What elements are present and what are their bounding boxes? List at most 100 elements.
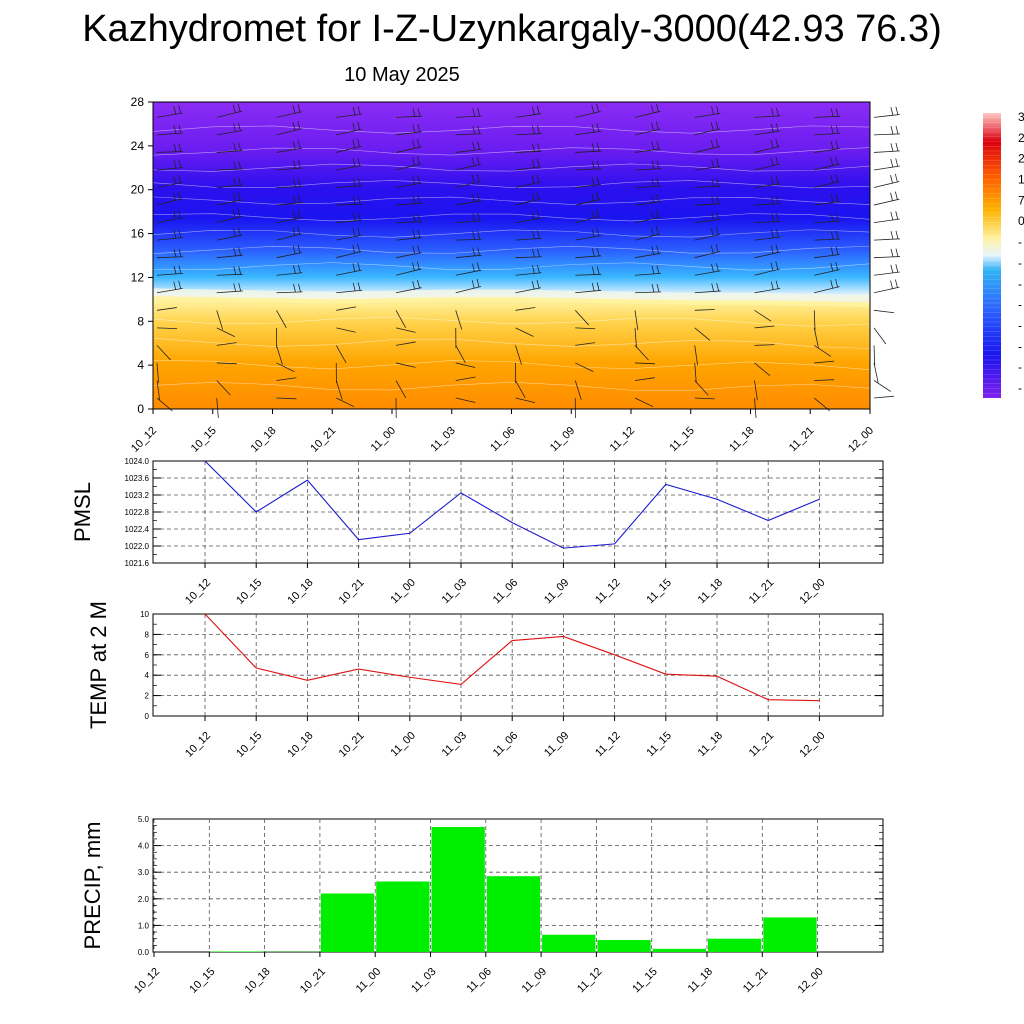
wind-barb — [455, 192, 482, 206]
freezing-band — [153, 288, 870, 303]
x-tick-label: 11_06 — [491, 577, 521, 607]
y-tick-label: 1022.4 — [125, 525, 150, 534]
wind-barb — [754, 344, 775, 346]
wind-barb — [335, 345, 347, 364]
wind-barb — [455, 231, 482, 241]
wind-barb — [694, 226, 721, 241]
wind-barb — [634, 178, 661, 188]
wind-barb — [276, 104, 302, 118]
x-tick-label: 10_15 — [234, 577, 264, 607]
wind-barb — [634, 160, 661, 171]
wind-barb — [813, 327, 819, 348]
wind-barb — [694, 105, 721, 118]
wind-barb — [455, 397, 476, 403]
wind-barb — [694, 178, 721, 188]
x-tick-label: 12_00 — [796, 966, 826, 996]
wind-barb — [156, 125, 183, 136]
isotherm-line — [152, 196, 871, 205]
wind-barb — [694, 327, 711, 341]
x-tick-label: 10_15 — [189, 425, 219, 455]
wind-barb — [694, 121, 721, 136]
wind-barb — [455, 141, 482, 153]
y-tick-label: 8 — [137, 314, 144, 328]
wind-barb — [754, 123, 781, 136]
x-tick-label: 11_06 — [464, 966, 494, 996]
wind-barb — [575, 208, 601, 223]
wind-barb — [694, 282, 721, 294]
bar — [597, 940, 651, 952]
wind-barb — [455, 108, 482, 118]
wind-barb — [575, 362, 594, 372]
x-tick-label: 11_03 — [409, 966, 439, 996]
wind-barb — [873, 279, 900, 294]
x-tick-label: 11_03 — [440, 730, 470, 760]
x-tick-label: 11_15 — [630, 966, 660, 996]
wind-barb — [634, 362, 655, 365]
wind-barb — [515, 143, 542, 153]
wind-barb — [395, 341, 416, 346]
isotherm-line — [152, 337, 871, 349]
wind-barb — [276, 283, 303, 294]
wind-barb — [754, 309, 772, 322]
wind-barb — [575, 176, 602, 188]
wind-barb — [515, 105, 542, 118]
wind-barb — [574, 380, 582, 400]
wind-barb — [276, 178, 303, 188]
x-tick-label: 10_12 — [183, 577, 213, 607]
wind-barb — [336, 282, 363, 294]
wind-barb — [813, 310, 816, 331]
wind-barb — [455, 156, 482, 171]
wind-barb — [395, 244, 422, 259]
wind-barb — [754, 138, 780, 153]
wind-barb — [575, 160, 602, 171]
wind-barb — [694, 158, 721, 171]
wind-barb — [156, 265, 183, 276]
wind-barb — [634, 226, 661, 241]
wind-barb — [216, 310, 224, 330]
wind-barb — [634, 209, 661, 223]
x-tick-label: 11_00 — [354, 966, 384, 996]
wind-barb — [754, 261, 780, 276]
bar — [376, 881, 430, 952]
y-tick-label: 1021.6 — [125, 559, 150, 568]
y-tick-label: 4.0 — [138, 842, 150, 851]
colorbar-tick-label: 0 — [1018, 214, 1024, 228]
wind-barb — [814, 345, 832, 357]
y-tick-label: 3.0 — [138, 868, 150, 877]
wind-barb — [216, 103, 243, 118]
y-axis-label: PRECIP, mm — [80, 822, 105, 950]
wind-barb — [575, 143, 602, 153]
wind-barb — [873, 158, 900, 171]
wind-barb — [814, 213, 841, 224]
x-tick-label: 10_12 — [132, 966, 162, 996]
colorbar-tick-label: - — [1018, 277, 1022, 291]
colorbar-tick-label: - — [1018, 298, 1022, 312]
bar — [210, 951, 264, 952]
isotherm-line — [152, 163, 871, 172]
wind-barb — [694, 138, 721, 153]
wind-barb — [694, 380, 709, 396]
wind-barb — [336, 121, 362, 136]
y-tick-label: 1022.0 — [125, 542, 150, 551]
y-tick-label: 28 — [131, 95, 145, 109]
x-tick-label: 11_06 — [491, 730, 521, 760]
wind-barb — [515, 380, 526, 399]
wind-barb — [276, 310, 287, 328]
wind-barb — [216, 227, 243, 241]
wind-barb — [455, 212, 482, 224]
colorbar-tick-label: - — [1018, 339, 1022, 353]
wind-barb — [694, 309, 715, 311]
wind-barb — [754, 176, 781, 188]
x-tick-label: 10_21 — [337, 730, 367, 760]
wind-barb — [336, 243, 362, 259]
chart-subtitle: 10 May 2025 — [344, 64, 460, 86]
x-tick-label: 10_15 — [234, 730, 264, 760]
x-tick-label: 10_21 — [308, 425, 338, 455]
x-tick-label: 11_06 — [488, 425, 518, 455]
wind-barb — [814, 278, 840, 294]
wind-barb — [156, 174, 183, 188]
wind-barb — [575, 266, 602, 276]
wind-barb — [216, 327, 235, 338]
wind-barb — [814, 193, 841, 206]
wind-barb — [694, 345, 698, 366]
